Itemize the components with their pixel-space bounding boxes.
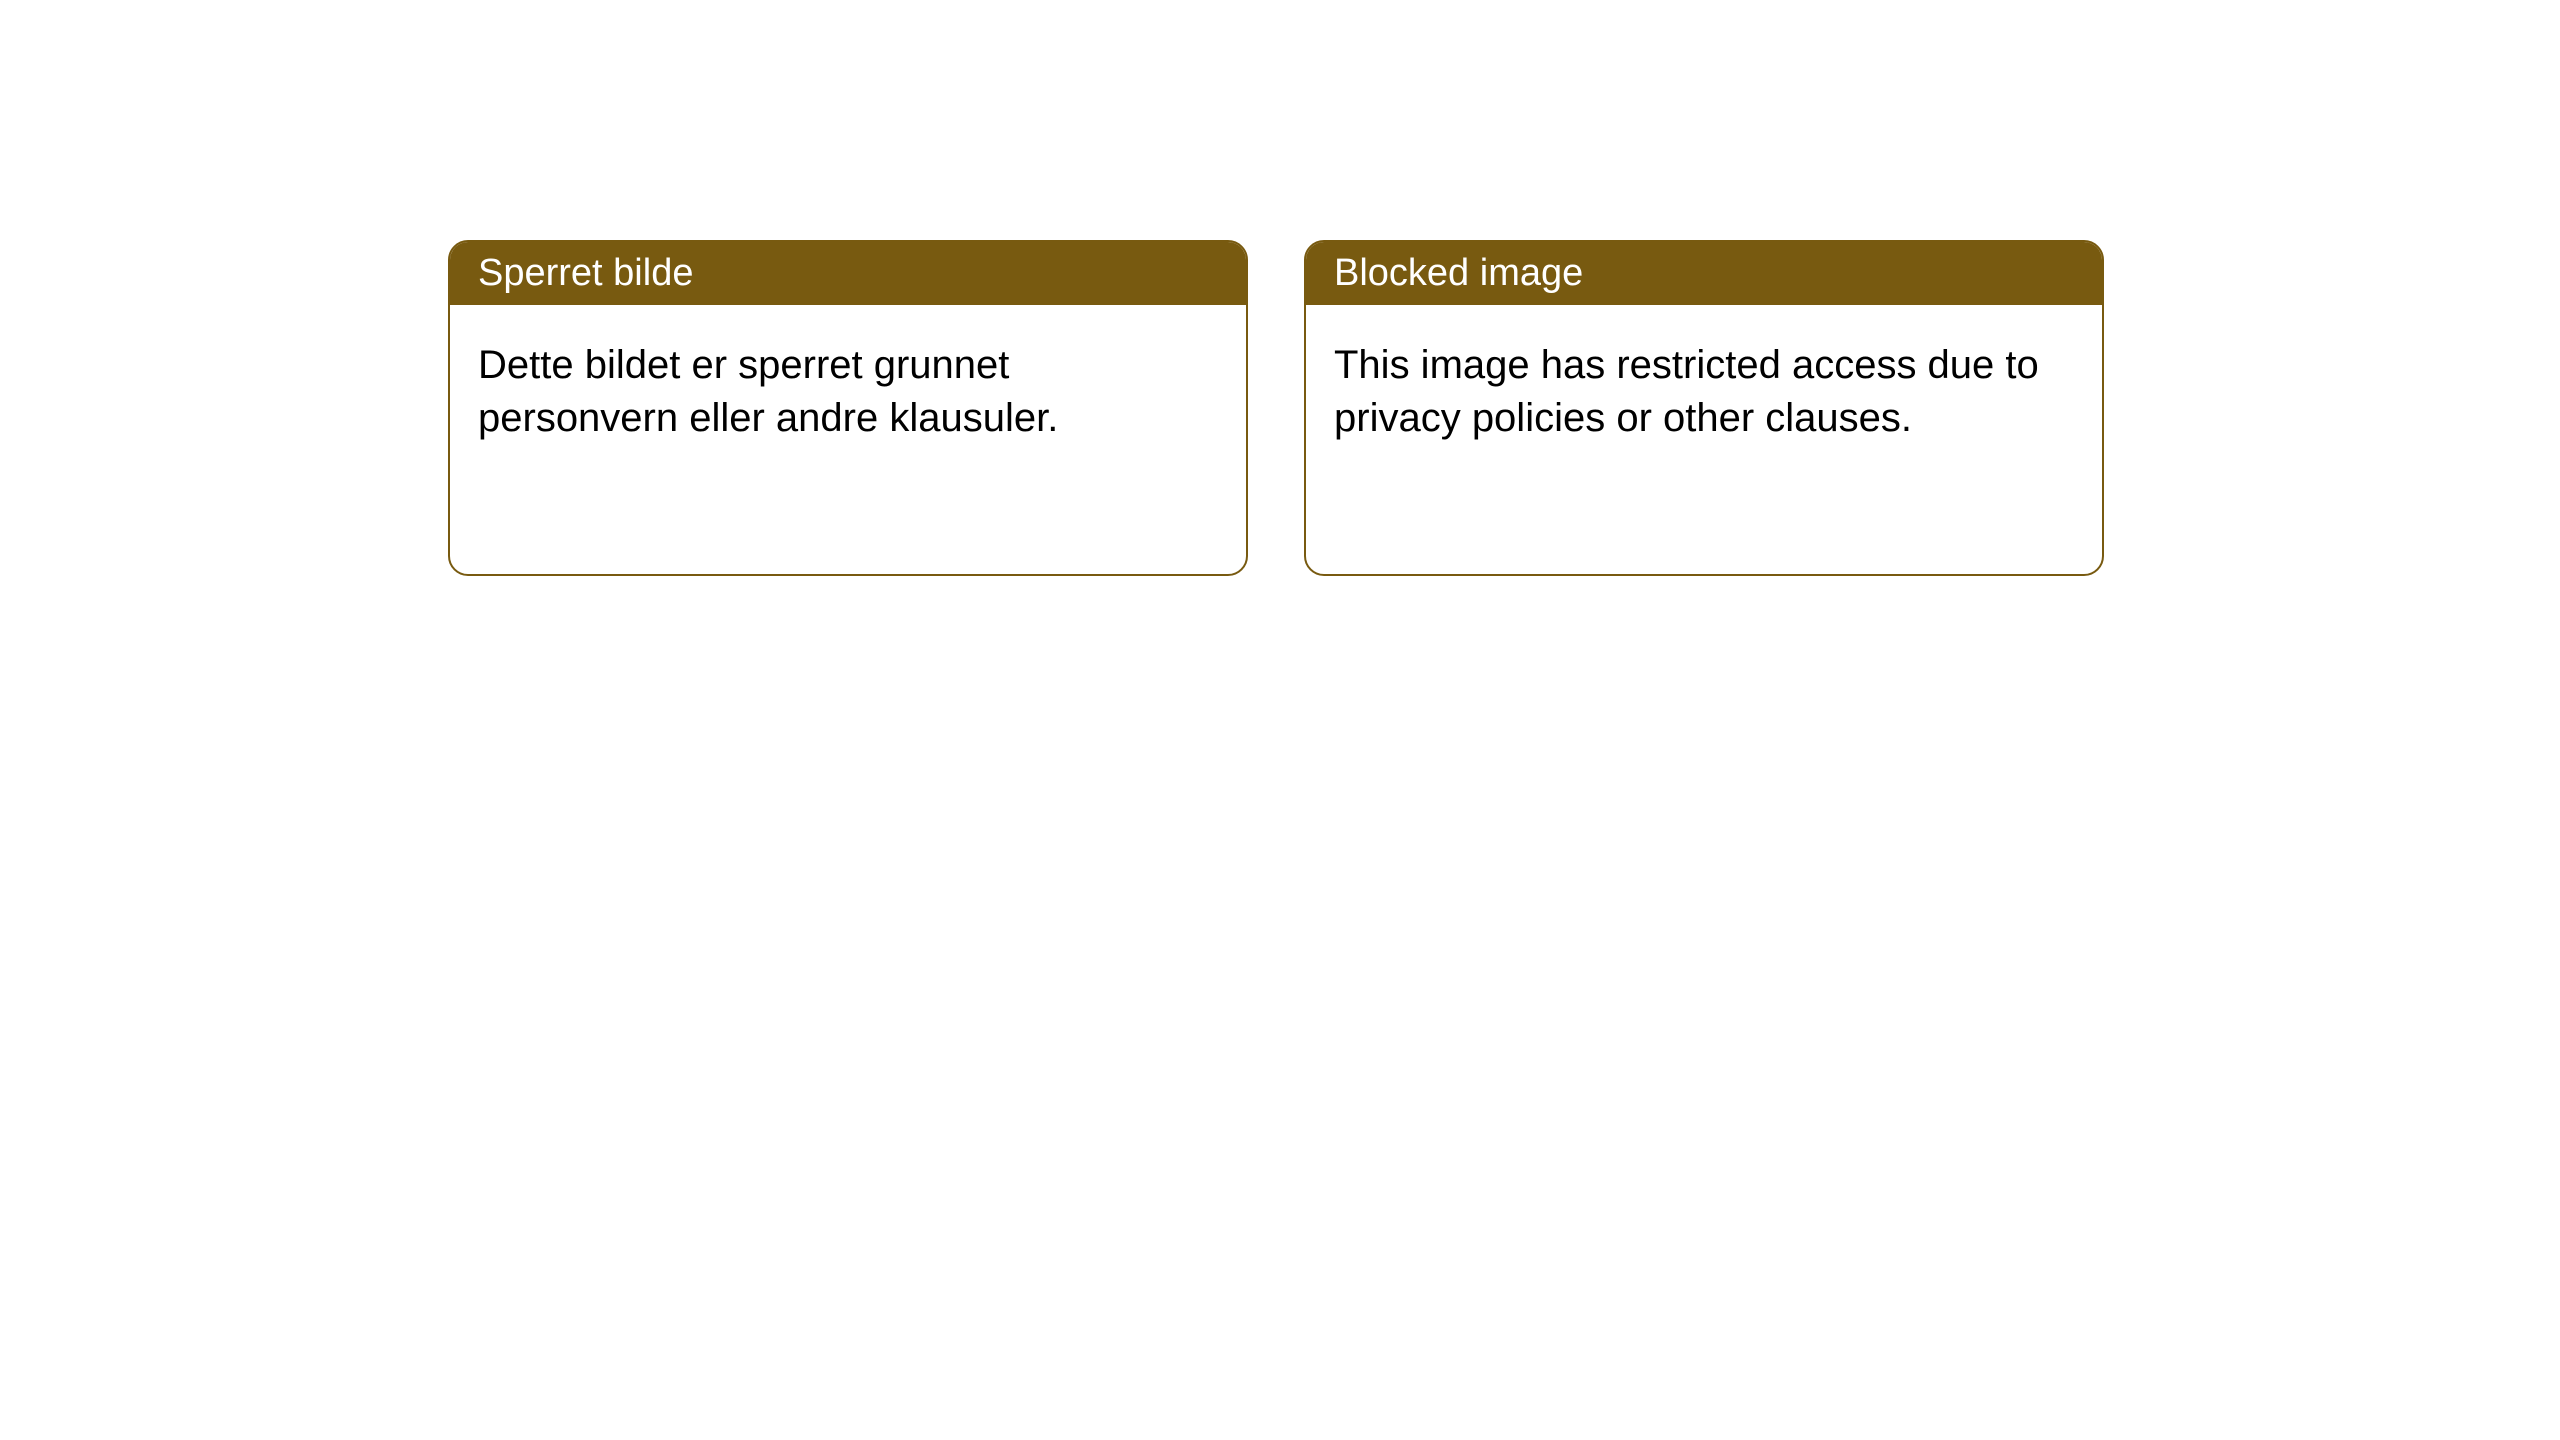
card-header: Blocked image	[1306, 242, 2102, 305]
card-title: Blocked image	[1334, 252, 1583, 294]
card-body-text: Dette bildet er sperret grunnet personve…	[478, 343, 1058, 440]
card-header: Sperret bilde	[450, 242, 1246, 305]
blocked-image-notices: Sperret bilde Dette bildet er sperret gr…	[448, 240, 2104, 576]
card-body: This image has restricted access due to …	[1306, 305, 2102, 479]
card-title: Sperret bilde	[478, 252, 693, 294]
card-body-text: This image has restricted access due to …	[1334, 343, 2039, 440]
card-body: Dette bildet er sperret grunnet personve…	[450, 305, 1246, 479]
card-english: Blocked image This image has restricted …	[1304, 240, 2104, 576]
card-norwegian: Sperret bilde Dette bildet er sperret gr…	[448, 240, 1248, 576]
